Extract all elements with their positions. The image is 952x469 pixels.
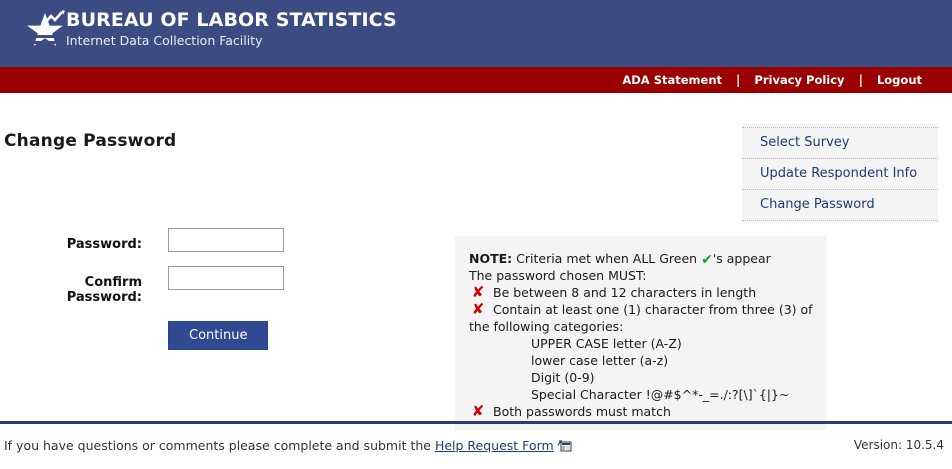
confirm-password-row: Confirm Password: bbox=[0, 266, 430, 305]
category-digit: Digit (0-9) bbox=[531, 370, 595, 385]
utility-nav-bar: ADA Statement | Privacy Policy | Logout bbox=[0, 67, 952, 93]
criteria-rule-text: Both passwords must match bbox=[493, 404, 671, 419]
confirm-password-label: Confirm Password: bbox=[0, 266, 142, 305]
site-masthead: BUREAU OF LABOR STATISTICS Internet Data… bbox=[0, 0, 952, 67]
footer-divider bbox=[0, 421, 952, 424]
password-input[interactable] bbox=[168, 228, 284, 252]
agency-title: BUREAU OF LABOR STATISTICS bbox=[66, 9, 397, 31]
confirm-password-label-line1: Confirm bbox=[84, 275, 142, 290]
bls-star-chart-logo-icon bbox=[22, 10, 68, 56]
sidebar-item-select-survey[interactable]: Select Survey bbox=[742, 127, 938, 159]
page-title: Change Password bbox=[4, 131, 177, 152]
sidebar-item-update-respondent-info[interactable]: Update Respondent Info bbox=[742, 159, 938, 190]
footer-text-before-link: If you have questions or comments please… bbox=[4, 438, 431, 453]
confirm-password-label-line2: Password: bbox=[66, 290, 142, 305]
category-special-character: Special Character !@#$^*-_=./:?[\]`{|}~ bbox=[531, 387, 790, 402]
note-text-before-check: Criteria met when ALL Green bbox=[516, 251, 698, 266]
continue-row: Continue bbox=[168, 321, 430, 350]
help-request-form-link[interactable]: Help Request Form bbox=[434, 438, 554, 453]
sidebar-item-label[interactable]: Select Survey bbox=[760, 135, 850, 150]
confirm-password-field-wrap bbox=[168, 266, 284, 290]
must-line: The password chosen MUST: bbox=[469, 268, 647, 283]
sidebar-item-label[interactable]: Change Password bbox=[760, 197, 875, 212]
red-x-icon: ✘ bbox=[471, 300, 485, 318]
version-label: Version: 10.5.4 bbox=[853, 438, 944, 452]
criteria-rule-categories: ✘ Contain at least one (1) character fro… bbox=[469, 301, 817, 318]
nav-separator: | bbox=[736, 73, 741, 87]
criteria-rule-categories-continuation: the following categories: bbox=[469, 319, 624, 334]
confirm-password-input[interactable] bbox=[168, 266, 284, 290]
sidebar-item-label[interactable]: Update Respondent Info bbox=[760, 166, 918, 181]
criteria-rule-length: ✘ Be between 8 and 12 characters in leng… bbox=[469, 284, 817, 301]
nav-link-logout[interactable]: Logout bbox=[876, 73, 922, 87]
note-header-line: NOTE: Criteria met when ALL Green ✔'s ap… bbox=[469, 250, 817, 267]
nav-link-ada-statement[interactable]: ADA Statement bbox=[622, 73, 723, 87]
footer-help-text: If you have questions or comments please… bbox=[4, 438, 572, 453]
category-uppercase: UPPER CASE letter (A-Z) bbox=[531, 336, 682, 351]
continue-button[interactable]: Continue bbox=[168, 321, 269, 350]
red-x-icon: ✘ bbox=[471, 402, 485, 420]
utility-nav: ADA Statement | Privacy Policy | Logout bbox=[608, 67, 936, 93]
category-lowercase: lower case letter (a-z) bbox=[531, 353, 669, 368]
nav-link-privacy-policy[interactable]: Privacy Policy bbox=[754, 73, 845, 87]
red-x-icon: ✘ bbox=[471, 283, 485, 301]
note-text-after-check: 's appear bbox=[712, 251, 771, 266]
nav-separator: | bbox=[858, 73, 863, 87]
side-nav-panel: Select Survey Update Respondent Info Cha… bbox=[742, 123, 938, 223]
password-criteria-note: NOTE: Criteria met when ALL Green ✔'s ap… bbox=[455, 236, 827, 430]
criteria-rule-match: ✘ Both passwords must match bbox=[469, 403, 817, 420]
masthead-text-block: BUREAU OF LABOR STATISTICS Internet Data… bbox=[66, 9, 397, 49]
password-label: Password: bbox=[66, 237, 142, 252]
green-check-icon: ✔ bbox=[701, 252, 713, 268]
agency-subtitle: Internet Data Collection Facility bbox=[66, 33, 263, 48]
password-row: Password: bbox=[0, 228, 430, 252]
new-window-icon bbox=[557, 440, 572, 452]
criteria-rule-text: Contain at least one (1) character from … bbox=[493, 302, 813, 317]
criteria-rule-text: Be between 8 and 12 characters in length bbox=[493, 285, 757, 300]
password-field-wrap bbox=[168, 228, 284, 252]
sidebar-item-change-password[interactable]: Change Password bbox=[742, 190, 938, 221]
note-label: NOTE: bbox=[469, 251, 513, 266]
change-password-form: Password: Confirm Password: Continue bbox=[0, 228, 430, 350]
